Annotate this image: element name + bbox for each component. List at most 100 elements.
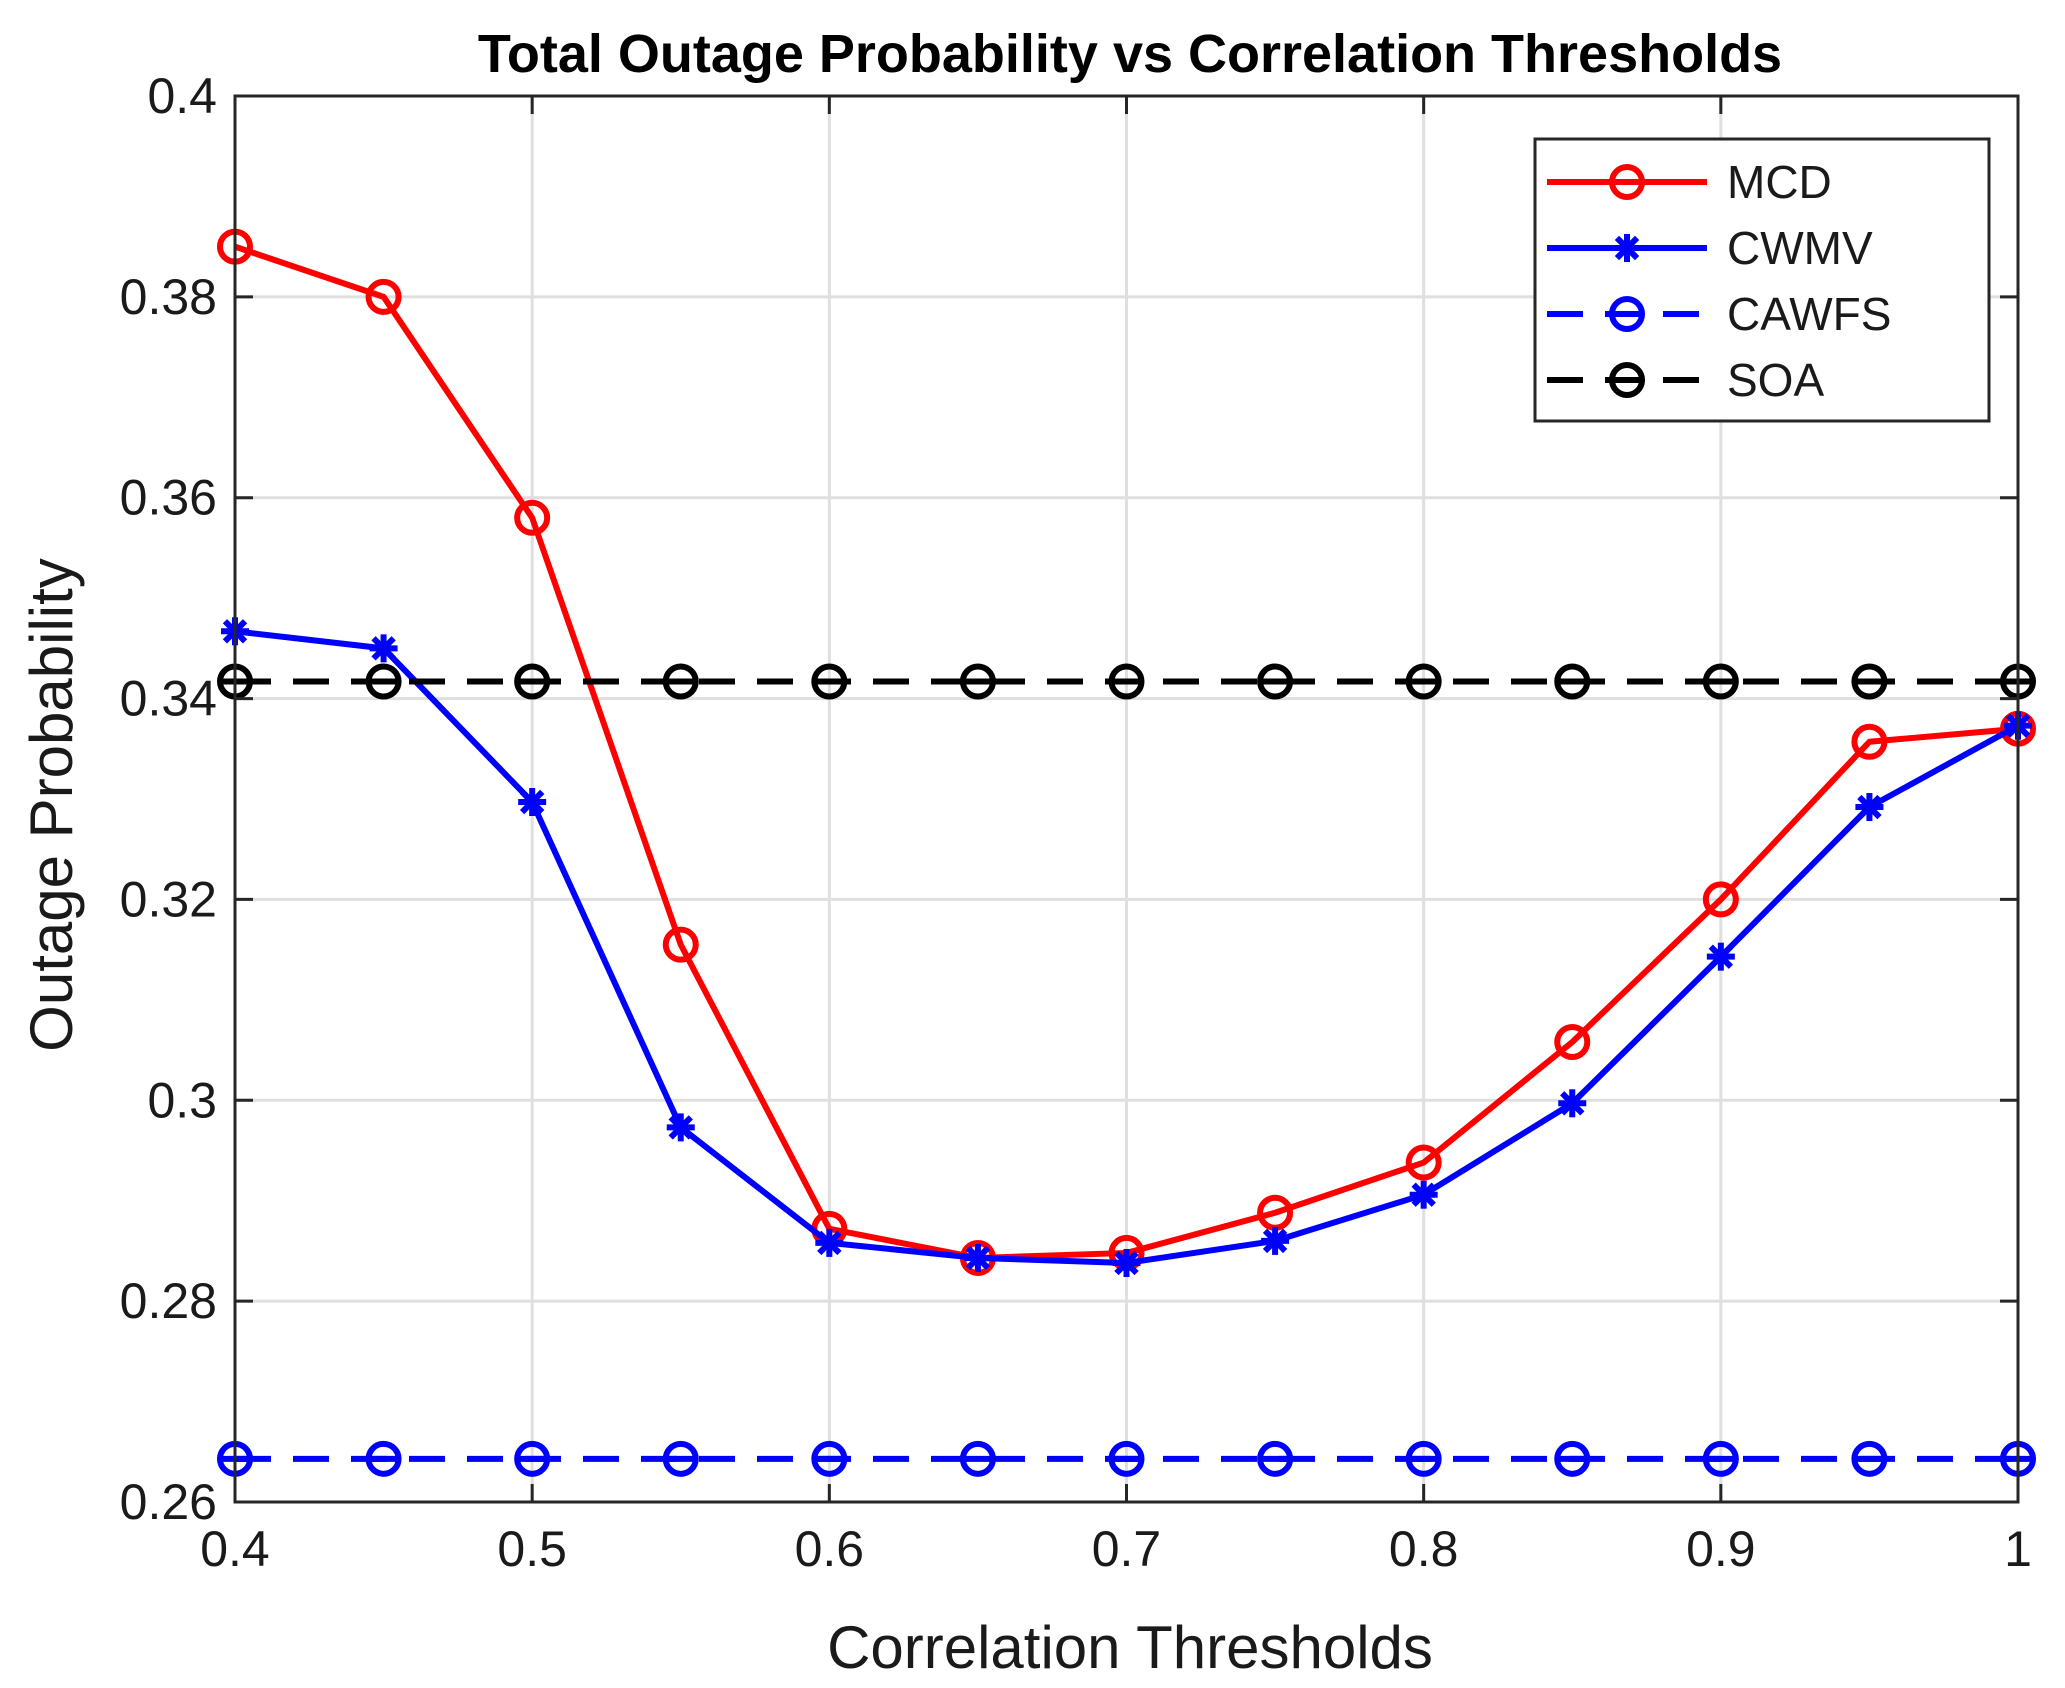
legend-marker-soa xyxy=(1609,362,1645,398)
marker-circle xyxy=(662,926,699,963)
data-point-soa xyxy=(365,663,402,700)
marker-circle xyxy=(1609,164,1645,200)
marker-circle xyxy=(811,1440,848,1477)
data-point-soa xyxy=(1405,663,1442,700)
legend-label-mcd: MCD xyxy=(1727,156,1832,208)
data-point-cawfs xyxy=(662,1440,699,1477)
marker-circle xyxy=(959,1440,996,1477)
data-point-cwmv xyxy=(518,788,547,817)
x-tick-label: 0.7 xyxy=(1092,1521,1162,1577)
marker-circle xyxy=(1851,663,1888,700)
legend-marker-cawfs xyxy=(1609,296,1645,332)
marker-circle xyxy=(1108,1440,1145,1477)
data-point-soa xyxy=(1702,663,1739,700)
marker-circle xyxy=(811,663,848,700)
marker-circle xyxy=(514,1440,551,1477)
data-point-soa xyxy=(1257,663,1294,700)
data-point-cawfs xyxy=(1702,1440,1739,1477)
data-point-cwmv xyxy=(1558,1089,1587,1118)
data-point-cwmv xyxy=(666,1113,695,1142)
y-axis-label: Outage Probability xyxy=(18,558,85,1052)
marker-circle xyxy=(1702,1440,1739,1477)
marker-circle xyxy=(1405,663,1442,700)
series-cwmv xyxy=(221,617,2032,1277)
data-point-cwmv xyxy=(815,1228,844,1257)
marker-circle xyxy=(1405,1440,1442,1477)
data-point-cwmv xyxy=(963,1243,992,1272)
marker-circle xyxy=(1108,663,1145,700)
legend-label-cwmv: CWMV xyxy=(1727,222,1873,274)
marker-circle xyxy=(1851,1440,1888,1477)
data-point-cawfs xyxy=(514,1440,551,1477)
data-point-cawfs xyxy=(959,1440,996,1477)
y-tick-label: 0.32 xyxy=(120,871,217,927)
marker-circle xyxy=(1257,663,1294,700)
marker-arm xyxy=(1411,1182,1436,1207)
marker-arm xyxy=(1857,794,1882,820)
data-point-cwmv xyxy=(1261,1226,1290,1255)
marker-arm xyxy=(519,789,545,815)
marker-arm xyxy=(668,1115,693,1140)
marker-circle xyxy=(1702,881,1739,918)
marker-circle xyxy=(1609,362,1645,398)
legend: MCD CWMV CAWFS SOA xyxy=(1533,137,1991,423)
x-tick-label: 0.8 xyxy=(1389,1521,1459,1577)
chart-title: Total Outage Probability vs Correlation … xyxy=(478,24,1782,84)
data-point-cwmv xyxy=(1855,793,1884,822)
y-tick-label: 0.4 xyxy=(147,68,217,124)
marker-circle xyxy=(1257,1440,1294,1477)
marker-circle xyxy=(1554,663,1591,700)
data-point-cawfs xyxy=(811,1440,848,1477)
marker-circle xyxy=(1609,296,1645,332)
data-point-cawfs xyxy=(1554,1440,1591,1477)
legend-label-cawfs: CAWFS xyxy=(1727,288,1891,340)
data-point-cwmv xyxy=(1409,1180,1438,1209)
data-point-soa xyxy=(1554,663,1591,700)
y-tick-label: 0.3 xyxy=(147,1072,217,1128)
marker-arm xyxy=(965,1245,991,1271)
data-point-cwmv xyxy=(369,634,398,663)
marker-arm xyxy=(1708,944,1734,969)
y-tick-label: 0.38 xyxy=(120,269,217,325)
x-tick-label: 0.9 xyxy=(1686,1521,1756,1577)
data-point-cawfs xyxy=(1257,1440,1294,1477)
data-point-cawfs xyxy=(365,1440,402,1477)
x-tick-label: 0.5 xyxy=(497,1521,567,1577)
data-point-soa xyxy=(662,663,699,700)
marker-circle xyxy=(662,1440,699,1477)
data-point-mcd xyxy=(1554,1024,1591,1061)
data-point-cawfs xyxy=(1851,1440,1888,1477)
data-point-soa xyxy=(1851,663,1888,700)
data-point-mcd xyxy=(1702,881,1739,918)
x-tick-label: 0.6 xyxy=(795,1521,865,1577)
legend-item-soa: SOA xyxy=(1547,354,1824,406)
marker-arm xyxy=(1614,235,1640,261)
data-point-cwmv xyxy=(1112,1248,1141,1277)
marker-circle xyxy=(1702,663,1739,700)
series-soa xyxy=(217,663,2036,700)
data-point-mcd xyxy=(365,278,402,315)
legend-marker-mcd xyxy=(1609,164,1645,200)
marker-arm xyxy=(1114,1250,1139,1276)
data-point-soa xyxy=(959,663,996,700)
legend-item-cawfs: CAWFS xyxy=(1547,288,1891,340)
marker-arm xyxy=(817,1230,842,1256)
marker-circle xyxy=(959,663,996,700)
marker-circle xyxy=(365,278,402,315)
marker-circle xyxy=(1554,1440,1591,1477)
x-axis-label: Correlation Thresholds xyxy=(827,1614,1433,1681)
data-point-cawfs xyxy=(1108,1440,1145,1477)
marker-circle xyxy=(365,663,402,700)
marker-circle xyxy=(365,1440,402,1477)
marker-arm xyxy=(1560,1091,1585,1116)
data-point-mcd xyxy=(1851,723,1888,760)
axis-ticks: 0.4 0.5 0.6 0.7 0.8 0.9 1 0.26 0.28 0.3 0.32 0.34 0.… xyxy=(120,68,2032,1577)
y-tick-label: 0.34 xyxy=(120,671,217,727)
y-tick-label: 0.36 xyxy=(120,470,217,526)
marker-circle xyxy=(662,663,699,700)
data-point-cawfs xyxy=(1405,1440,1442,1477)
y-tick-label: 0.28 xyxy=(120,1273,217,1329)
marker-circle xyxy=(1554,1024,1591,1061)
